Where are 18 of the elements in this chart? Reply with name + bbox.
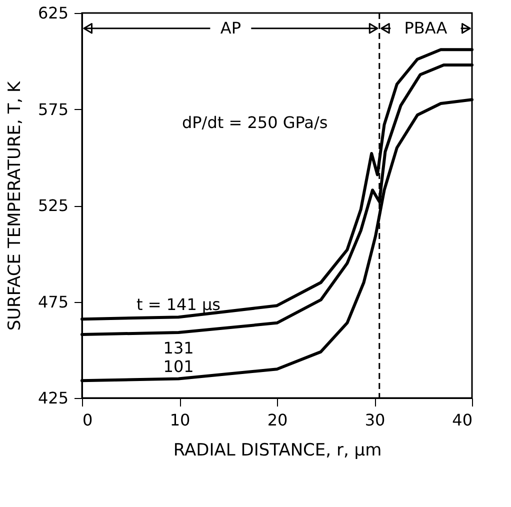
x-tick-label: 10 xyxy=(170,410,190,430)
y-tick-label: 625 xyxy=(38,4,68,22)
x-tick-label: 40 xyxy=(452,410,472,430)
series-label: 101 xyxy=(163,356,194,376)
x-tick-label: 0 xyxy=(82,410,93,430)
y-tick-label: 475 xyxy=(38,292,68,312)
series-label: t = 141 μs xyxy=(136,295,221,314)
annotation: AP xyxy=(220,18,242,38)
y-tick-label: 425 xyxy=(38,388,68,408)
y-axis-title: SURFACE TEMPERATURE, T, K xyxy=(4,80,25,331)
annotation: PBAA xyxy=(404,18,448,38)
y-tick-label: 575 xyxy=(38,100,68,119)
series-label: 131 xyxy=(163,338,194,358)
x-tick-label: 30 xyxy=(364,410,386,430)
y-tick-label: 525 xyxy=(38,196,68,215)
x-tick-label: 20 xyxy=(267,410,288,430)
x-axis-title: RADIAL DISTANCE, r, μm xyxy=(173,440,382,460)
annotation: dP/dt = 250 GPa/s xyxy=(182,113,328,132)
